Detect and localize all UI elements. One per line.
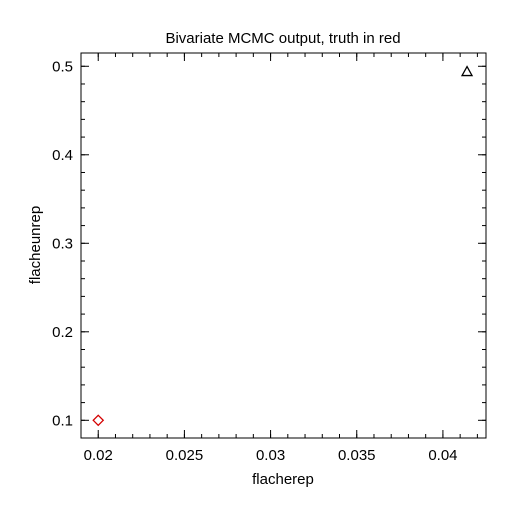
plot-frame <box>80 52 487 439</box>
x-tick-label: 0.02 <box>84 447 113 464</box>
y-axis-label: flacheunrep <box>27 206 44 284</box>
y-tick-label: 0.3 <box>52 235 73 252</box>
x-axis: 0.02 0.025 0.03 0.035 0.04 <box>80 53 478 464</box>
y-axis: 0.1 0.2 0.3 0.4 0.5 <box>52 58 486 439</box>
x-tick-label: 0.04 <box>428 447 457 464</box>
x-tick-label: 0.025 <box>166 447 204 464</box>
x-tick-label: 0.03 <box>256 447 285 464</box>
x-axis-label: flacherep <box>252 471 314 488</box>
y-tick-label: 0.5 <box>52 58 73 75</box>
chart-title: Bivariate MCMC output, truth in red <box>165 30 400 47</box>
mcmc-point-triangle <box>460 65 474 77</box>
truth-point-diamond <box>92 414 105 427</box>
data-points <box>92 65 474 427</box>
y-tick-label: 0.2 <box>52 324 73 341</box>
x-tick-label: 0.035 <box>338 447 376 464</box>
y-tick-label: 0.4 <box>52 147 73 164</box>
y-tick-label: 0.1 <box>52 412 73 429</box>
